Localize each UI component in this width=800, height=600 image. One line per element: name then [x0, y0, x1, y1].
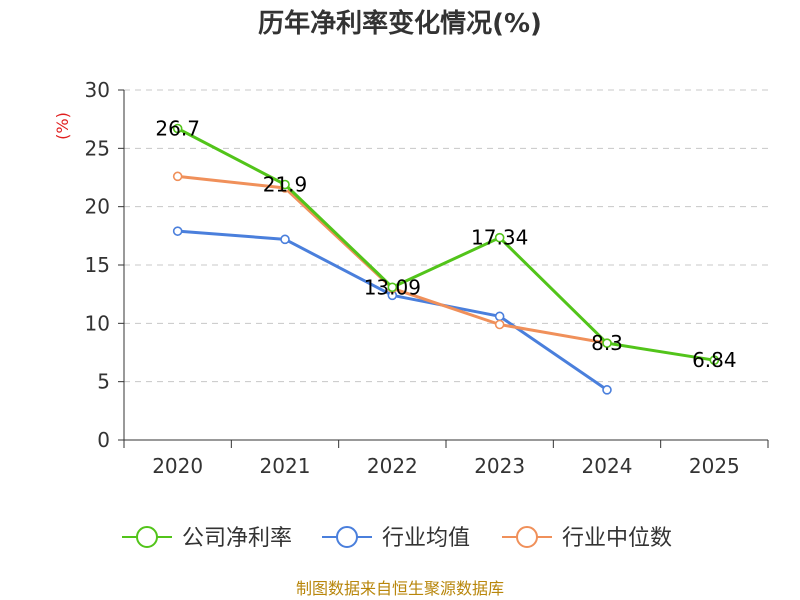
legend-item-industry-median[interactable]: 行业中位数 — [502, 526, 672, 551]
data-point[interactable] — [280, 179, 290, 190]
x-tick-label: 2022 — [367, 454, 418, 478]
data-label: 6.84 — [692, 348, 737, 372]
data-point[interactable] — [494, 311, 505, 322]
series-line — [176, 127, 715, 362]
legend-marker — [516, 526, 538, 548]
data-label: 17.34 — [471, 226, 528, 250]
data-point[interactable] — [494, 232, 505, 243]
data-point[interactable] — [602, 385, 612, 395]
x-tick-label: 2021 — [260, 454, 311, 478]
data-point[interactable] — [172, 171, 183, 182]
data-label: 8.3 — [591, 331, 623, 355]
chart-title: 历年净利率变化情况(%) — [258, 8, 542, 39]
x-tick-label: 2023 — [474, 454, 525, 478]
data-point[interactable] — [280, 234, 290, 245]
data-point[interactable] — [709, 355, 720, 366]
x-tick-label: 2025 — [689, 454, 740, 478]
data-point[interactable] — [172, 226, 183, 236]
legend-marker — [136, 526, 158, 548]
y-tick-label: 25 — [85, 136, 110, 160]
y-tick-label: 5 — [97, 370, 110, 394]
legend-label: 公司净利率 — [182, 526, 292, 551]
series-2 — [172, 171, 612, 348]
x-tick-label: 2020 — [152, 454, 203, 478]
legend[interactable]: 公司净利率 行业均值 行业中位数 — [122, 526, 672, 551]
legend-label: 行业中位数 — [562, 526, 672, 551]
y-axis-label: (%) — [53, 112, 72, 140]
legend-item-industry-mean[interactable]: 行业均值 — [322, 526, 470, 551]
data-point[interactable] — [387, 282, 398, 293]
series-line — [177, 174, 608, 345]
data-labels: 26.7 21.9 13.09 17.34 8.3 6.84 — [155, 117, 736, 373]
series-1 — [172, 226, 612, 395]
legend-marker — [336, 526, 358, 548]
y-tick-label: 0 — [97, 428, 110, 452]
series-line — [177, 229, 608, 392]
data-label: 26.7 — [155, 117, 200, 141]
data-point[interactable] — [172, 123, 183, 134]
series-group — [172, 123, 720, 395]
data-point[interactable] — [494, 319, 505, 330]
y-tick-label: 30 — [85, 78, 110, 102]
legend-label: 行业均值 — [382, 526, 470, 551]
y-tick-label: 15 — [85, 253, 110, 277]
grid-lines — [124, 89, 768, 383]
data-point[interactable] — [602, 338, 612, 348]
y-tick-label: 10 — [85, 311, 110, 335]
source-note: 制图数据来自恒生聚源数据库 — [296, 579, 504, 598]
data-label: 13.09 — [364, 275, 421, 299]
series-0 — [172, 123, 720, 366]
legend-item-company-net-margin[interactable]: 公司净利率 — [122, 526, 292, 551]
x-tick-label: 2024 — [582, 454, 633, 478]
data-label: 21.9 — [263, 173, 308, 197]
y-tick-label: 20 — [85, 195, 110, 219]
